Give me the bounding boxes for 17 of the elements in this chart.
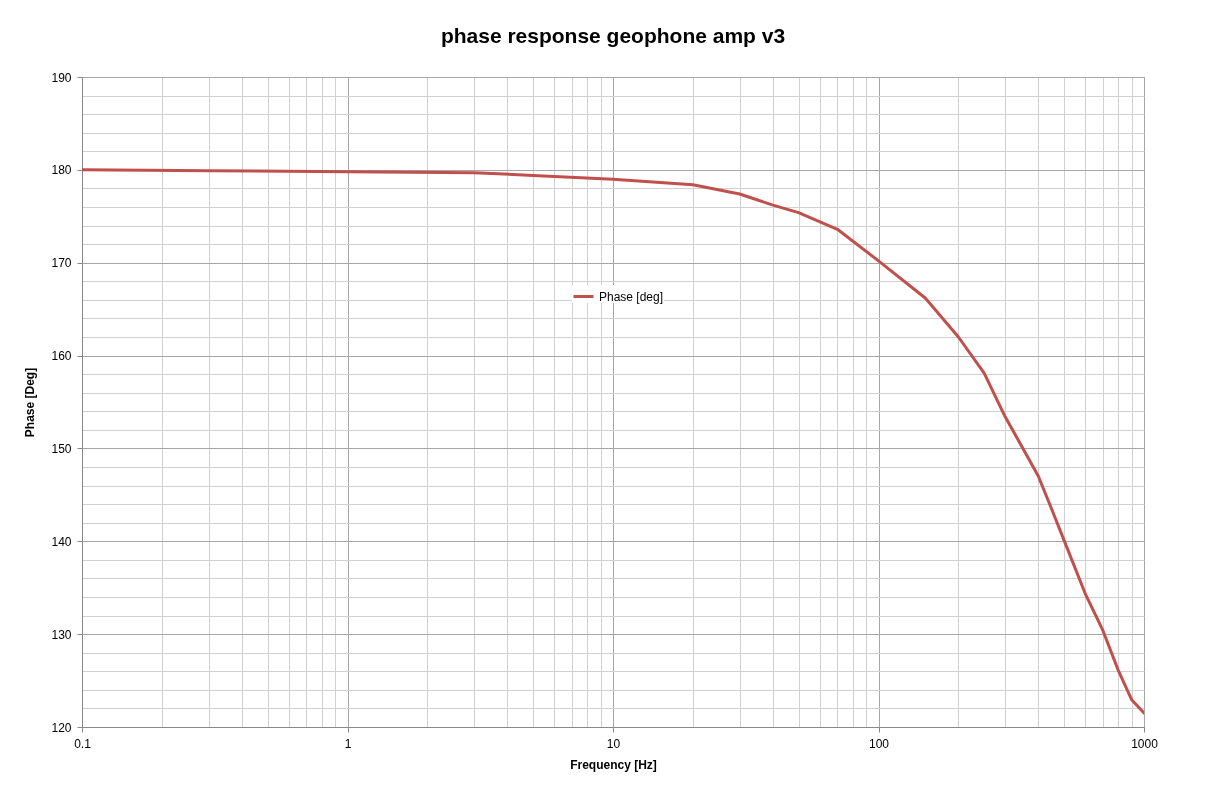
y-axis-title: Phase [Deg]: [23, 367, 38, 438]
y-tick-label: 190: [51, 70, 72, 85]
y-tick-label: 160: [51, 349, 72, 364]
y-tick-label: 140: [51, 534, 72, 549]
y-tick-label: 150: [51, 441, 72, 456]
y-tick-label: 130: [51, 627, 72, 642]
x-tick-label: 1: [344, 736, 352, 751]
x-tick-label: 1000: [1131, 736, 1159, 751]
x-tick-label: 0.1: [74, 736, 92, 751]
y-tick-label: 170: [51, 256, 72, 271]
y-tick-label: 120: [51, 720, 72, 735]
legend-label: Phase [deg]: [599, 289, 664, 304]
y-tick-label: 180: [51, 163, 72, 178]
x-axis-title: Frequency [Hz]: [570, 757, 657, 772]
x-tick-label: 100: [868, 736, 890, 751]
x-tick-label: 10: [606, 736, 621, 751]
chart-title: phase response geophone amp v3: [440, 24, 786, 47]
